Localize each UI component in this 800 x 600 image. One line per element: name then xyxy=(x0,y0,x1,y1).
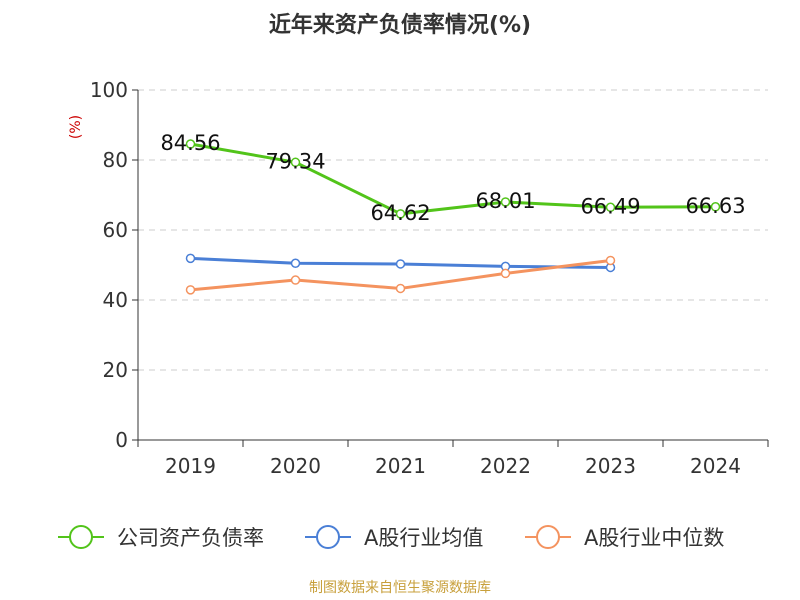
y-tick-label: 80 xyxy=(103,148,128,172)
source-note: 制图数据来自恒生聚源数据库 xyxy=(309,580,491,596)
y-tick-label: 100 xyxy=(90,78,128,102)
data-label: 66.49 xyxy=(580,194,640,218)
legend-item[interactable]: 公司资产负债率 xyxy=(58,525,264,550)
data-point xyxy=(290,157,301,168)
data-point xyxy=(605,255,616,266)
data-point xyxy=(185,139,196,149)
legend-marker xyxy=(316,525,340,549)
data-label: 84.56 xyxy=(160,131,220,155)
legend-marker xyxy=(536,525,560,549)
data-label: 64.62 xyxy=(370,201,430,225)
y-axis-label: (%) xyxy=(68,115,84,139)
data-label-layer: 84.56 79.34 64.62 68.01 66.49 66.63 xyxy=(160,131,745,225)
legend-label: A股行业中位数 xyxy=(584,526,724,550)
data-point xyxy=(605,202,616,213)
y-tick-label: 40 xyxy=(103,288,128,312)
x-tick-label: 2020 xyxy=(270,454,321,478)
y-tick-label: 0 xyxy=(115,428,128,452)
x-tick-label: 2019 xyxy=(165,454,216,478)
x-tick-label: 2024 xyxy=(690,454,741,478)
legend-item[interactable]: A股行业中位数 xyxy=(525,525,724,550)
data-label: 66.63 xyxy=(685,194,745,218)
grid-layer xyxy=(138,89,768,371)
data-point xyxy=(185,285,196,295)
legend[interactable]: 公司资产负债率 A股行业均值 A股行业中位数 xyxy=(58,525,724,550)
data-point xyxy=(710,202,721,212)
axis-layer: 0 20 40 60 80 100 2019 2020 2021 2022 2023 2024 xyxy=(90,78,769,478)
x-tick-label: 2021 xyxy=(375,454,426,478)
legend-item[interactable]: A股行业均值 xyxy=(305,525,483,550)
x-tick-label: 2023 xyxy=(585,454,636,478)
data-point xyxy=(185,253,196,264)
y-tick-label: 60 xyxy=(103,218,128,242)
series-line xyxy=(190,142,716,216)
data-point xyxy=(395,259,406,269)
data-point xyxy=(290,258,301,268)
data-label: 68.01 xyxy=(475,189,535,213)
data-point xyxy=(395,209,406,219)
data-point xyxy=(500,197,511,207)
data-label: 79.34 xyxy=(265,149,325,173)
legend-label: A股行业均值 xyxy=(364,526,483,550)
chart-title: 近年来资产负债率情况(%) xyxy=(269,12,531,38)
series-layer xyxy=(185,139,721,295)
x-tick-label: 2022 xyxy=(480,454,531,478)
legend-marker xyxy=(69,525,93,549)
data-point xyxy=(500,268,511,279)
data-point xyxy=(290,275,301,285)
data-point xyxy=(395,283,406,294)
legend-label: 公司资产负债率 xyxy=(117,526,264,550)
y-tick-label: 20 xyxy=(103,358,128,382)
